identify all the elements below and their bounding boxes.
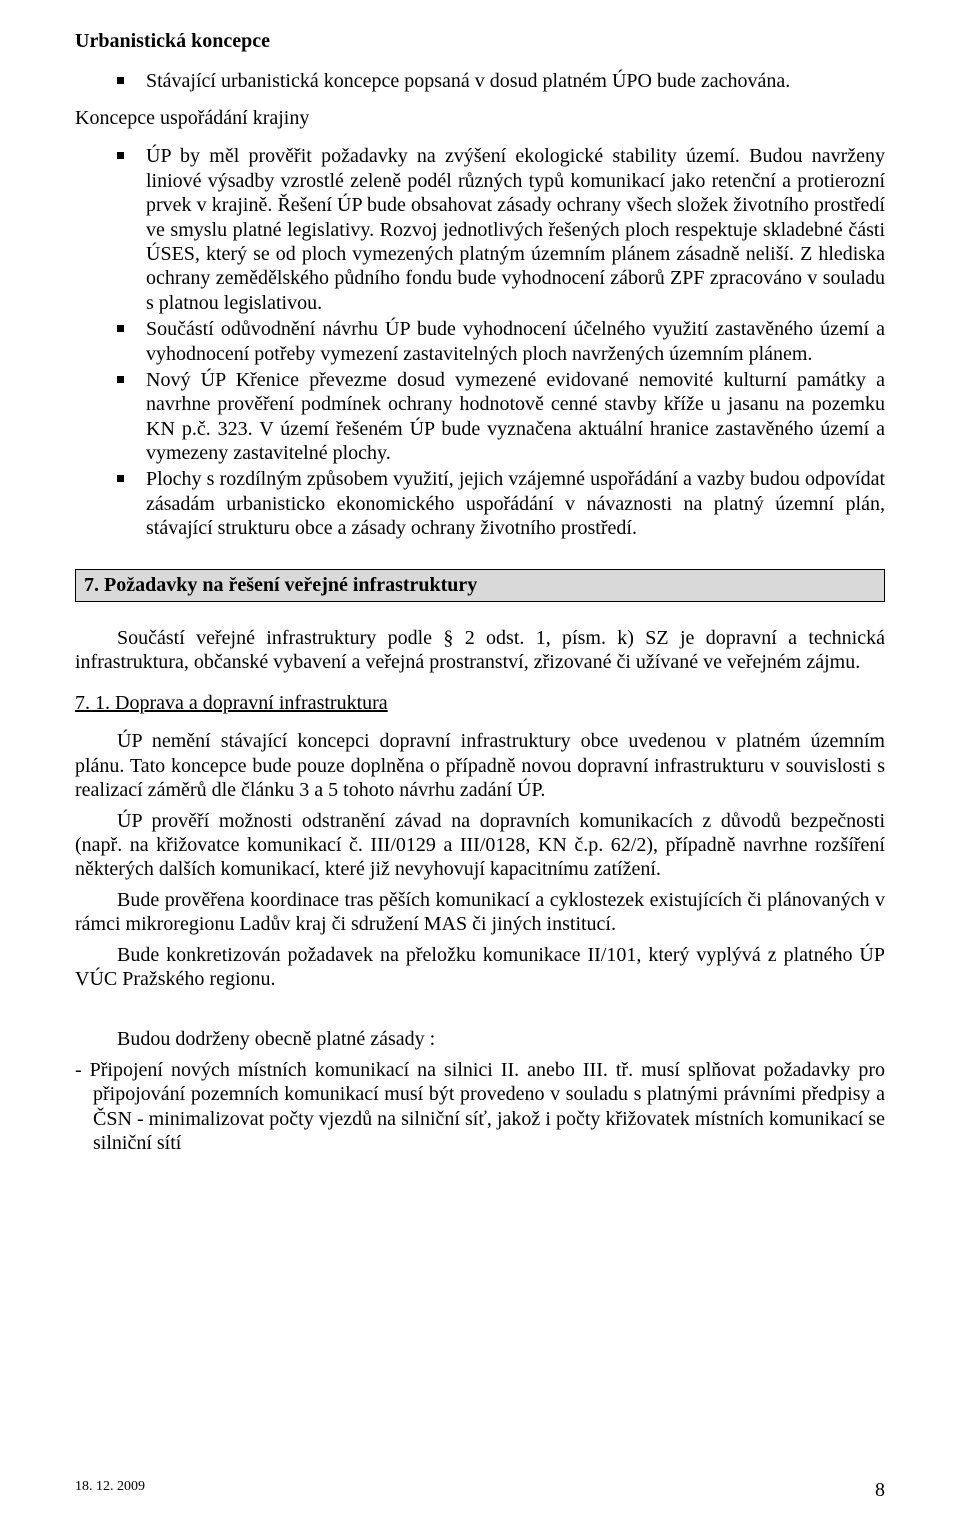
square-bullet-icon (117, 376, 124, 383)
bullet-text: Stávající urbanistická koncepce popsaná … (146, 69, 885, 93)
paragraph: ÚP nemění stávající koncepci dopravní in… (75, 729, 885, 802)
bullet-item: ÚP by měl prověřit požadavky na zvýšení … (117, 144, 885, 315)
section-7-intro: Součástí veřejné infrastruktury podle § … (75, 626, 885, 675)
bullet-item: Stávající urbanistická koncepce popsaná … (117, 69, 885, 93)
square-bullet-icon (117, 475, 124, 482)
square-bullet-icon (117, 325, 124, 332)
section-7-title-box: 7. Požadavky na řešení veřejné infrastru… (75, 569, 885, 602)
heading-urbanisticka-koncepce: Urbanistická koncepce (75, 30, 885, 53)
bullet-text: Součástí odůvodnění návrhu ÚP bude vyhod… (146, 317, 885, 366)
bullet-item: Plochy s rozdílným způsobem využití, jej… (117, 467, 885, 540)
page-footer: 18. 12. 2009 8 (75, 1479, 885, 1502)
paragraph: Bude konkretizován požadavek na přeložku… (75, 943, 885, 992)
subheading-7-1: 7. 1. Doprava a dopravní infrastruktura (75, 692, 885, 715)
rule-item: - Připojení nových místních komunikací n… (75, 1058, 885, 1156)
bullet-text: ÚP by měl prověřit požadavky na zvýšení … (146, 144, 885, 315)
paragraph: ÚP prověří možnosti odstranění závad na … (75, 809, 885, 882)
footer-page-number: 8 (875, 1479, 885, 1502)
square-bullet-icon (117, 77, 124, 84)
heading-koncepce-usporadani-krajiny: Koncepce uspořádání krajiny (75, 107, 885, 130)
bullet-text: Nový ÚP Křenice převezme dosud vymezené … (146, 368, 885, 466)
rules-intro: Budou dodrženy obecně platné zásady : (75, 1027, 885, 1051)
bullet-item: Součástí odůvodnění návrhu ÚP bude vyhod… (117, 317, 885, 366)
bullet-item: Nový ÚP Křenice převezme dosud vymezené … (117, 368, 885, 466)
paragraph: Bude prověřena koordinace tras pěších ko… (75, 888, 885, 937)
document-page: Urbanistická koncepce Stávající urbanist… (0, 0, 960, 1530)
footer-date: 18. 12. 2009 (75, 1479, 145, 1502)
bullet-text: Plochy s rozdílným způsobem využití, jej… (146, 467, 885, 540)
square-bullet-icon (117, 152, 124, 159)
